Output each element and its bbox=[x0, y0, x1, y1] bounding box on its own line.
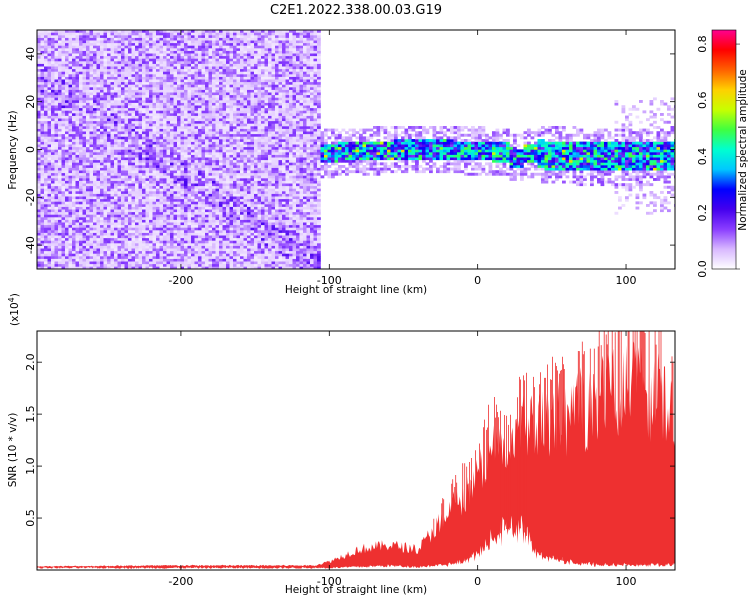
heatmap-x-tick-label: 0 bbox=[474, 274, 481, 287]
snr-x-axis-label: Height of straight line (km) bbox=[285, 584, 427, 596]
snr-y-axis-label: SNR (10 * v/v) bbox=[7, 413, 19, 488]
colorbar-ticks: 0.0 0.2 0.4 0.6 0.8 bbox=[696, 35, 740, 278]
snr-y-tick-label: 2.0 bbox=[24, 353, 37, 371]
colorbar-tick-label: 0.8 bbox=[696, 35, 709, 53]
heatmap-y-tick-label: -20 bbox=[24, 188, 37, 206]
snr-y-ticks: 0.5 1.0 1.5 2.0 bbox=[24, 353, 675, 527]
heatmap-y-tick-label: -40 bbox=[24, 236, 37, 254]
heatmap-y-axis-label: Frequency (Hz) bbox=[7, 110, 19, 189]
snr-multiplier-close: ) bbox=[9, 293, 21, 297]
snr-y-multiplier: (x104) bbox=[7, 293, 21, 326]
colorbar-tick-label: 0.0 bbox=[696, 260, 709, 278]
snr-spikes bbox=[433, 331, 675, 566]
figure-title: C2E1.2022.338.00.03.G19 bbox=[270, 3, 442, 18]
snr-panel: -200 -100 0 100 0.5 1.0 1.5 2.0 Height of stra… bbox=[7, 293, 676, 596]
heatmap-x-axis-label: Height of straight line (km) bbox=[285, 284, 427, 296]
snr-area bbox=[37, 340, 675, 569]
heatmap-y-ticks: -40 -20 0 20 40 bbox=[24, 47, 675, 254]
colorbar-tick-label: 0.6 bbox=[696, 92, 709, 110]
snr-x-tick-label: 100 bbox=[616, 575, 637, 588]
heatmap-x-tick-label: -200 bbox=[168, 274, 193, 287]
heatmap-y-tick-label: 20 bbox=[24, 95, 37, 109]
heatmap-x-tick-label: -100 bbox=[317, 274, 342, 287]
snr-x-tick-label: -200 bbox=[168, 575, 193, 588]
snr-multiplier-exponent: 4 bbox=[7, 297, 16, 302]
colorbar: 0.0 0.2 0.4 0.6 0.8 Normalized spectral ampl… bbox=[696, 29, 749, 278]
colorbar-label: Normalized spectral amplitude bbox=[737, 69, 749, 230]
snr-x-ticks: -200 -100 0 100 bbox=[168, 331, 637, 588]
colorbar-gradient bbox=[711, 29, 737, 270]
snr-frame bbox=[36, 330, 676, 571]
snr-y-tick-label: 1.5 bbox=[24, 405, 37, 423]
heatmap-x-tick-label: 100 bbox=[616, 274, 637, 287]
heatmap-x-ticks: -200 -100 0 100 bbox=[168, 30, 637, 287]
snr-series bbox=[37, 331, 675, 569]
snr-y-tick-label: 0.5 bbox=[24, 509, 37, 527]
snr-multiplier-base: (x10 bbox=[9, 302, 21, 326]
snr-x-tick-label: 0 bbox=[474, 575, 481, 588]
snr-y-tick-label: 1.0 bbox=[24, 457, 37, 475]
colorbar-tick-label: 0.2 bbox=[696, 204, 709, 222]
heatmap-cells bbox=[37, 30, 675, 269]
snr-x-tick-label: -100 bbox=[317, 575, 342, 588]
heatmap-y-tick-label: 0 bbox=[24, 146, 37, 153]
colorbar-tick-label: 0.4 bbox=[696, 148, 709, 166]
heatmap-y-tick-label: 40 bbox=[24, 47, 37, 61]
